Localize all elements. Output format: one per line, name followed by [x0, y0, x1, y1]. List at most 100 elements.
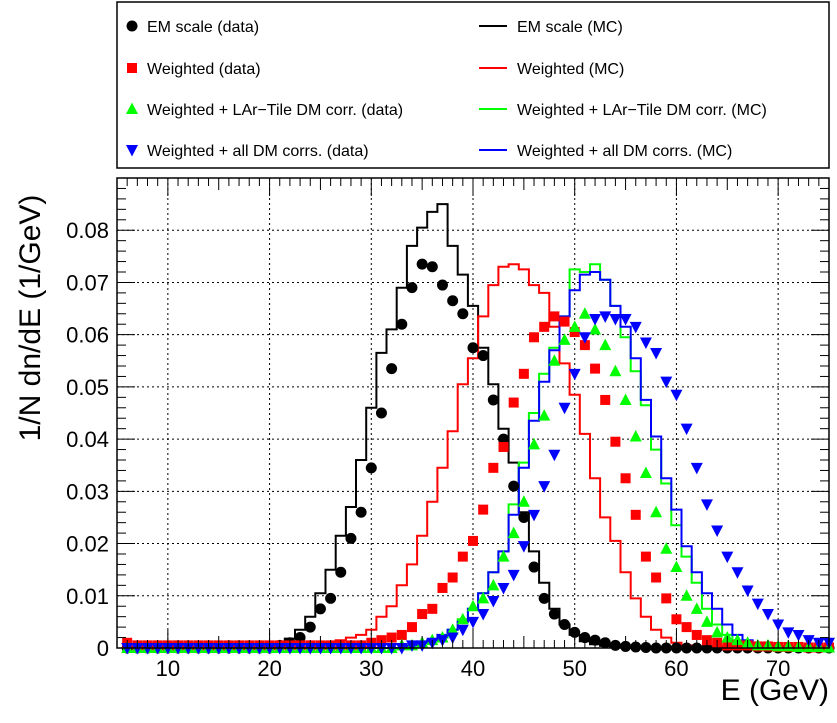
- data-point: [406, 622, 417, 633]
- data-point: [517, 495, 530, 507]
- data-point: [437, 582, 448, 593]
- data-point: [691, 629, 702, 640]
- data-point: [599, 311, 612, 323]
- legend-label: Weighted (MC): [517, 61, 624, 78]
- data-point: [477, 609, 490, 621]
- y-axis-label: 1/N dn/dE (1/GeV): [14, 195, 47, 442]
- data-point: [538, 409, 551, 421]
- data-point: [528, 561, 540, 573]
- data-point: [467, 599, 479, 612]
- data-point: [467, 342, 479, 354]
- x-tick-label: 30: [359, 656, 383, 681]
- data-point: [660, 376, 673, 389]
- data-point: [375, 407, 387, 419]
- legend: EM scale (data) Weighted (data) Weighted +…: [116, 1, 830, 169]
- data-point: [488, 462, 499, 473]
- data-point: [427, 603, 438, 614]
- y-tick-label: 0: [97, 636, 109, 661]
- y-tick-label: 0.08: [66, 218, 109, 243]
- data-point: [528, 437, 541, 450]
- data-point: [651, 572, 662, 583]
- data-point: [528, 509, 541, 522]
- data-point: [416, 258, 428, 270]
- data-point: [456, 612, 469, 625]
- legend-entry: Weighted (MC): [479, 61, 624, 78]
- series-Weighted (MC): [122, 263, 829, 649]
- legend-box: [116, 1, 830, 169]
- data-point: [558, 402, 571, 415]
- data-point: [457, 308, 469, 320]
- data-point: [487, 578, 500, 591]
- data-point: [498, 433, 510, 445]
- data-point: [507, 526, 520, 539]
- data-point: [579, 340, 590, 351]
- series-EM scale (MC): [122, 203, 829, 649]
- data-point: [477, 591, 490, 604]
- y-tick-label: 0.07: [66, 270, 109, 295]
- data-point: [539, 321, 550, 332]
- data-point: [629, 430, 642, 442]
- data-point: [456, 624, 469, 637]
- data-point: [304, 621, 316, 633]
- data-point: [721, 551, 734, 564]
- step-line: [122, 203, 829, 649]
- data-point: [640, 551, 651, 562]
- data-point: [447, 295, 459, 307]
- data-point: [610, 436, 621, 447]
- data-point: [650, 505, 663, 518]
- data-point: [548, 354, 561, 366]
- legend-marker: [126, 20, 138, 32]
- data-point: [314, 603, 326, 615]
- data-point: [639, 337, 652, 349]
- data-point: [761, 609, 774, 621]
- data-point: [559, 619, 571, 630]
- y-tick-label: 0.06: [66, 323, 109, 348]
- data-point: [670, 560, 683, 573]
- data-point: [731, 633, 744, 646]
- data-point: [529, 332, 540, 343]
- y-tick-label: 0.01: [66, 584, 109, 609]
- data-point: [406, 282, 418, 294]
- data-point: [680, 423, 693, 436]
- data-point: [619, 393, 632, 405]
- data-point: [436, 279, 448, 291]
- data-point: [446, 623, 459, 635]
- y-tick-label: 0.02: [66, 532, 109, 557]
- data-point: [660, 542, 673, 554]
- data-point: [569, 327, 580, 338]
- x-axis-label: E (GeV): [721, 674, 829, 707]
- data-point: [680, 589, 693, 601]
- x-tick-label: 50: [562, 656, 586, 681]
- x-tick-label: 20: [257, 656, 281, 681]
- legend-marker: [127, 63, 137, 73]
- data-point: [386, 363, 398, 375]
- data-point: [589, 314, 602, 326]
- data-point: [365, 462, 377, 474]
- legend-label: EM scale (MC): [517, 19, 623, 36]
- data-point: [661, 593, 672, 604]
- data-point: [507, 569, 520, 582]
- series-Weighted + LAr−Tile DM corr. (MC): [122, 263, 829, 649]
- data-point: [355, 506, 367, 518]
- data-point: [741, 585, 754, 598]
- axis-ticks: [116, 177, 830, 649]
- data-point: [681, 622, 692, 633]
- data-point: [609, 314, 622, 326]
- x-tick-label: 10: [156, 656, 180, 681]
- data-point: [426, 261, 438, 273]
- data-point: [578, 332, 591, 344]
- data-point: [671, 614, 682, 625]
- data-point: [711, 525, 724, 537]
- data-point: [700, 615, 713, 627]
- data-point: [396, 629, 407, 640]
- data-point: [751, 598, 764, 611]
- series-layer: [121, 203, 835, 655]
- data-point: [325, 592, 337, 604]
- data-point: [446, 632, 459, 645]
- data-point: [630, 509, 641, 520]
- data-point: [568, 368, 581, 381]
- legend-marker: [126, 102, 138, 114]
- data-point: [731, 567, 744, 579]
- data-point: [620, 473, 631, 484]
- x-tick-label: 70: [766, 656, 790, 681]
